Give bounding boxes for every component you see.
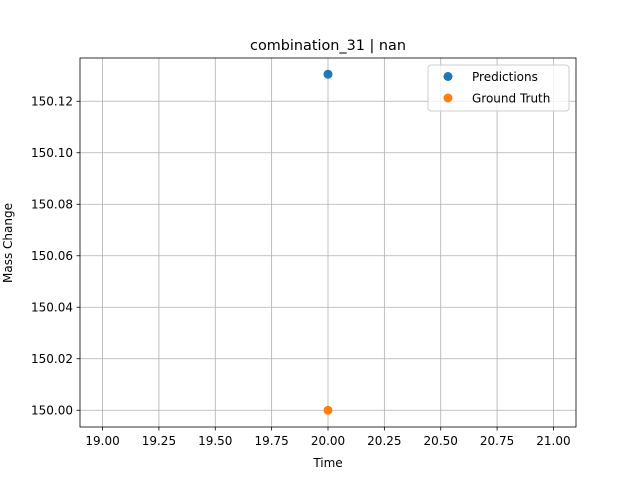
- y-tick-label: 150.08: [31, 198, 73, 212]
- legend-box: [427, 64, 570, 112]
- x-tick-label: 20.25: [367, 434, 401, 448]
- x-axis-label: Time: [312, 456, 342, 470]
- x-tick-label: 20.00: [311, 434, 345, 448]
- y-tick-label: 150.00: [31, 404, 73, 418]
- chart-title: combination_31 | nan: [250, 38, 406, 54]
- legend: Predictions Ground Truth: [427, 64, 570, 112]
- x-tick-label: 19.50: [198, 434, 232, 448]
- y-tick-label: 150.10: [31, 146, 73, 160]
- y-axis-ticks: 150.00 150.02 150.04 150.06 150.08 150.10 150.…: [31, 95, 80, 418]
- x-tick-label: 19.75: [254, 434, 288, 448]
- x-tick-label: 19.25: [142, 434, 176, 448]
- data-points: [323, 69, 333, 415]
- legend-label-predictions: Predictions: [472, 70, 538, 84]
- y-tick-label: 150.06: [31, 249, 73, 263]
- legend-marker-ground-truth: [443, 93, 453, 103]
- legend-marker-predictions: [443, 72, 453, 81]
- y-tick-label: 150.02: [31, 352, 73, 366]
- y-tick-label: 150.04: [31, 301, 73, 315]
- scatter-point-ground-truth: [323, 405, 333, 415]
- y-tick-label: 150.12: [31, 95, 73, 109]
- x-tick-label: 20.75: [480, 434, 514, 448]
- x-tick-label: 19.00: [85, 434, 119, 448]
- scatter-point-predictions: [323, 69, 333, 79]
- x-axis-ticks: 19.00 19.25 19.50 19.75 20.00 20.25 20.50 20.75…: [85, 427, 571, 448]
- x-tick-label: 20.50: [424, 434, 458, 448]
- legend-label-ground-truth: Ground Truth: [472, 92, 550, 106]
- x-tick-label: 21.00: [536, 434, 570, 448]
- y-axis-label: Mass Change: [1, 203, 15, 283]
